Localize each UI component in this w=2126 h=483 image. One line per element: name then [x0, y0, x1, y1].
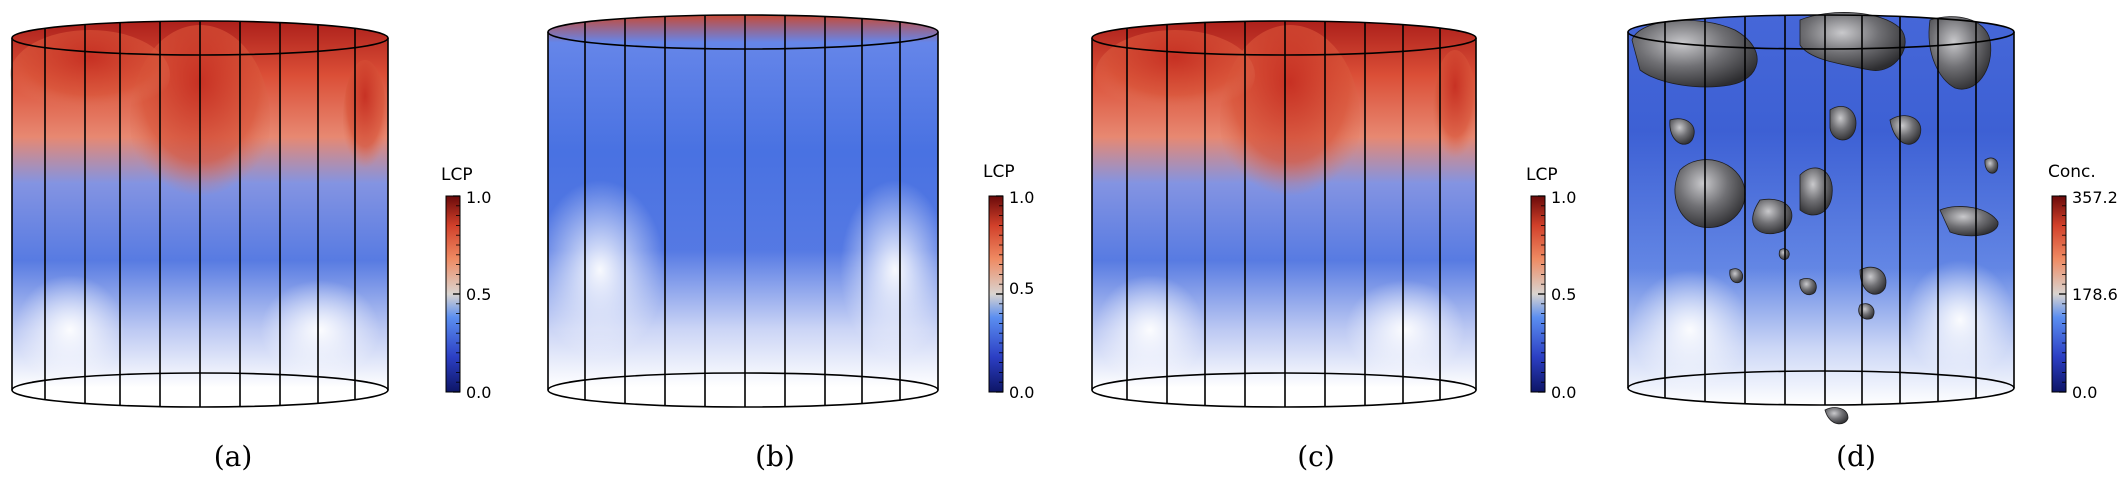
panel-d: Conc. 357.2 178.6 0.0	[1627, 12, 2118, 425]
colorbar-tick-max-b: 1.0	[1009, 188, 1034, 207]
caption-b: (b)	[755, 440, 795, 473]
caption-d: (d)	[1836, 440, 1876, 473]
colorbar-tick-min-d: 0.0	[2072, 383, 2097, 402]
panel-b: LCP 1.0 0.5 0.0	[535, 14, 1034, 408]
cylinder-outline-a	[11, 20, 389, 408]
colorbar-title-d: Conc.	[2048, 162, 2096, 182]
cylinder-outline-d	[1627, 14, 2015, 406]
colorbar-tick-min-b: 0.0	[1009, 383, 1034, 402]
cylinder-outline-c	[1091, 20, 1477, 408]
colorbar-tick-min-a: 0.0	[466, 383, 491, 402]
volume-render-c	[1092, 21, 1477, 407]
panel-c: LCP 1.0 0.5 0.0	[1091, 20, 1576, 408]
volume-render-b	[535, 15, 950, 407]
colorbar-a: LCP 1.0 0.5 0.0	[441, 165, 491, 402]
colorbar-d: Conc. 357.2 178.6 0.0	[2048, 162, 2118, 402]
colorbar-tick-max-d: 357.2	[2072, 188, 2118, 207]
colorbar-tick-max-c: 1.0	[1551, 188, 1576, 207]
colorbar-minor-ticks	[453, 195, 2066, 393]
colorbar-tick-mid-b: 0.5	[1009, 279, 1034, 298]
colorbar-tick-min-c: 0.0	[1551, 383, 1576, 402]
caption-c: (c)	[1297, 440, 1335, 473]
caption-a: (a)	[213, 440, 253, 473]
colorbar-c: LCP 1.0 0.5 0.0	[1526, 165, 1576, 402]
isosurface-d	[1631, 12, 1999, 425]
colorbar-tick-mid-c: 0.5	[1551, 285, 1576, 304]
volume-render-a	[10, 21, 388, 407]
colorbar-title-a: LCP	[441, 165, 473, 185]
colorbar-tick-max-a: 1.0	[466, 188, 491, 207]
colorbar-b: LCP 1.0 0.5 0.0	[983, 162, 1034, 402]
panel-a: LCP 1.0 0.5 0.0	[10, 20, 491, 408]
colorbar-tick-mid-a: 0.5	[466, 285, 491, 304]
cylinder-outline-b	[547, 14, 939, 408]
colorbar-title-b: LCP	[983, 162, 1015, 182]
colorbar-tick-mid-d: 178.6	[2072, 285, 2118, 304]
colorbar-title-c: LCP	[1526, 165, 1558, 185]
